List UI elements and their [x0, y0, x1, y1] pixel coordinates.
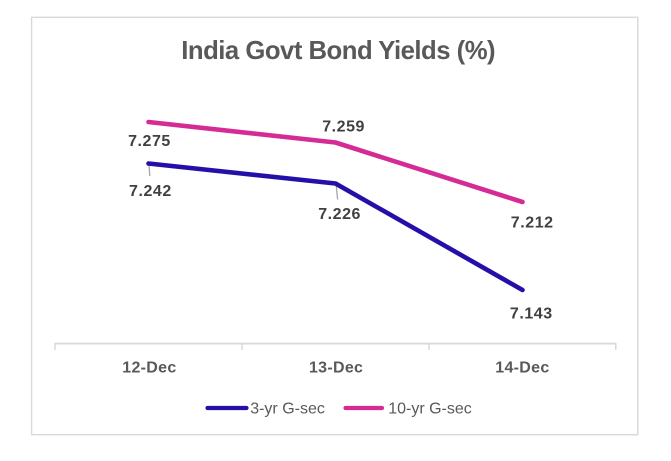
svg-text:14-Dec: 14-Dec	[495, 360, 549, 377]
svg-text:7.259: 7.259	[322, 118, 365, 135]
svg-text:7.275: 7.275	[128, 133, 171, 150]
svg-text:7.143: 7.143	[510, 306, 553, 323]
svg-text:12-Dec: 12-Dec	[122, 360, 176, 377]
svg-text:13-Dec: 13-Dec	[309, 360, 363, 377]
svg-text:7.242: 7.242	[129, 183, 172, 200]
svg-text:7.226: 7.226	[318, 206, 361, 223]
svg-text:10-yr G-sec: 10-yr G-sec	[388, 401, 472, 418]
svg-text:India Govt Bond Yields (%): India Govt Bond Yields (%)	[181, 37, 495, 65]
svg-text:7.212: 7.212	[511, 215, 554, 232]
svg-text:3-yr G-sec: 3-yr G-sec	[250, 401, 325, 418]
